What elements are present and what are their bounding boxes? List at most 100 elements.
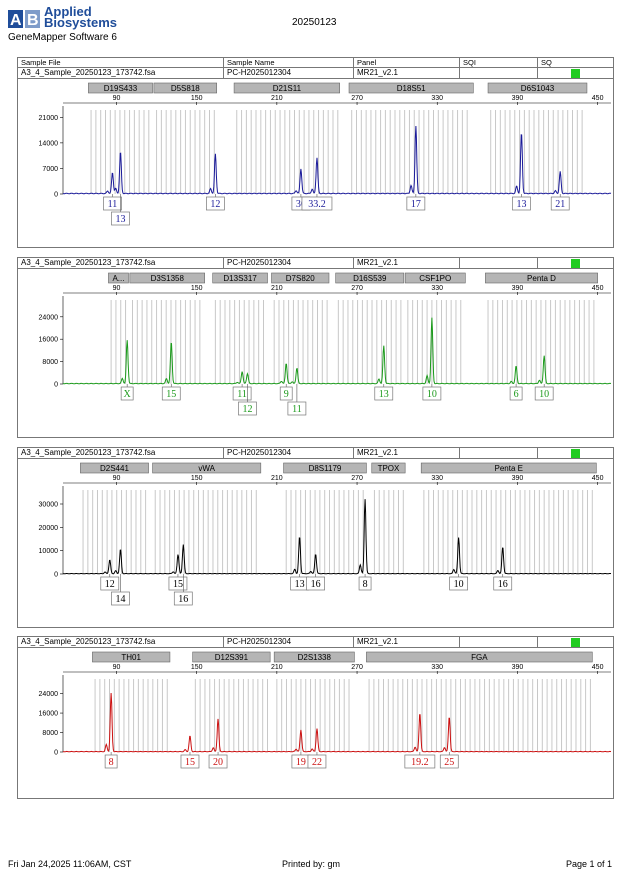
locus-bar [487, 82, 588, 94]
y-tick-label: 24000 [39, 691, 59, 698]
locus-label: TPOX [378, 464, 400, 473]
x-tick-label: 270 [351, 285, 363, 292]
brand-line-1: Applied [44, 4, 92, 19]
locus-bar [366, 651, 593, 663]
brand-line-2: Biosystems [44, 15, 117, 30]
allele-call-box [404, 754, 436, 769]
locus-label: D7S820 [286, 274, 315, 283]
locus-marker: vWA [152, 462, 262, 474]
locus-label: D16S539 [353, 274, 387, 283]
allele-call-label: 10 [427, 389, 437, 400]
allele-call-box [550, 196, 570, 211]
locus-bar [108, 272, 129, 284]
locus-marker: D3S1358 [129, 272, 205, 284]
allele-call-label: 8 [109, 757, 114, 768]
allele-call-label: 8 [363, 579, 368, 590]
locus-marker: CSF1PO [404, 272, 466, 284]
y-tick-label: 24000 [39, 314, 59, 321]
sample-name: PC-H2025012304 [227, 68, 292, 77]
allele-bins [90, 110, 583, 194]
panel-name: MR21_v2.1 [357, 258, 398, 267]
x-tick-label: 150 [191, 664, 203, 671]
locus-marker: D13S317 [212, 272, 268, 284]
allele-call-label: 13 [379, 389, 389, 400]
x-tick-label: 90 [113, 475, 121, 482]
allele-call-label: 16 [498, 579, 508, 590]
col-sq: SQ [541, 58, 552, 67]
locus-marker: D8S1179 [283, 462, 367, 474]
allele-call-box [103, 196, 122, 211]
allele-call-label: 19.2 [411, 757, 429, 768]
locus-bar [335, 272, 405, 284]
trace-line [62, 125, 612, 195]
allele-call-label: 11 [108, 199, 118, 210]
locus-label: D2S1338 [298, 653, 332, 662]
locus-marker: D5S818 [153, 82, 218, 94]
locus-marker: FGA [366, 651, 593, 663]
allele-call-label: 12 [242, 404, 252, 415]
allele-call-box [374, 386, 394, 401]
allele-call-box [168, 576, 188, 591]
allele-call: 12 [238, 384, 257, 416]
locus-marker: D7S820 [271, 272, 330, 284]
locus-label: D2S441 [100, 464, 129, 473]
allele-call: 11 [232, 384, 252, 401]
sample-file: A3_4_Sample_20250123_173742.fsa [21, 68, 156, 77]
locus-bar [371, 462, 406, 474]
locus-label: D5S818 [171, 84, 200, 93]
allele-call-box [439, 754, 459, 769]
x-tick-label: 90 [113, 95, 121, 102]
allele-call-label: 20 [213, 757, 223, 768]
allele-call-label: 16 [178, 594, 188, 605]
x-tick-label: 450 [592, 475, 604, 482]
plot-svg: D2S441 vWA D8S1179 TPOX Penta E90 150 210 270 33… [39, 462, 612, 606]
allele-call: 16 [306, 574, 325, 591]
x-tick-label: 90 [113, 285, 121, 292]
allele-call-label: 6 [514, 389, 519, 400]
allele-call-box [406, 196, 426, 211]
locus-marker: D19S433 [88, 82, 153, 94]
allele-call-box [104, 754, 118, 769]
x-tick-label: 150 [191, 285, 203, 292]
locus-marker: D21S11 [233, 82, 340, 94]
col-panel: Panel [357, 58, 377, 67]
allele-call-box [358, 576, 372, 591]
allele-call: 10 [422, 384, 442, 401]
panel-info-row: A3_4_Sample_20250123_173742.fsa PC-H2025… [18, 68, 613, 79]
locus-marker: D6S1043 [487, 82, 588, 94]
allele-call: 15 [161, 384, 181, 401]
allele-call-label: 17 [411, 199, 421, 210]
footer-page: Page 1 of 1 [566, 859, 613, 869]
electropherogram-panel-black: A3_4_Sample_20250123_173742.fsa PC-H2025… [17, 447, 614, 628]
panel-name: MR21_v2.1 [357, 637, 398, 646]
y-tick-label: 20000 [39, 525, 59, 532]
col-sqi: SQI [463, 58, 476, 67]
trace-line [62, 317, 612, 385]
allele-call: 21 [550, 194, 570, 211]
allele-call-label: 12 [105, 579, 115, 590]
allele-call-label: 16 [311, 579, 321, 590]
x-tick-label: 390 [512, 285, 524, 292]
applied-biosystems-logo-icon: A B [8, 10, 40, 29]
run-date: 20250123 [292, 17, 337, 28]
y-tick-label: 8000 [42, 359, 58, 366]
y-tick-label: 10000 [39, 548, 59, 555]
sample-name: PC-H2025012304 [227, 448, 292, 457]
x-tick-label: 270 [351, 475, 363, 482]
allele-call: 13 [290, 574, 309, 591]
software-name: GeneMapper Software 6 [8, 32, 117, 43]
locus-bar [153, 82, 218, 94]
locus-label: D12S391 [215, 653, 249, 662]
locus-marker: A... [108, 272, 129, 284]
allele-call-box [449, 576, 468, 591]
locus-label: D3S1358 [151, 274, 185, 283]
allele-call-box [301, 196, 333, 211]
allele-call: 15 [168, 574, 188, 591]
y-tick-label: 0 [54, 750, 58, 757]
locus-bar [273, 651, 355, 663]
y-tick-label: 0 [54, 192, 58, 199]
allele-call: 19.2 [404, 752, 436, 769]
allele-call-label: 12 [210, 199, 220, 210]
allele-call: 22 [307, 752, 327, 769]
